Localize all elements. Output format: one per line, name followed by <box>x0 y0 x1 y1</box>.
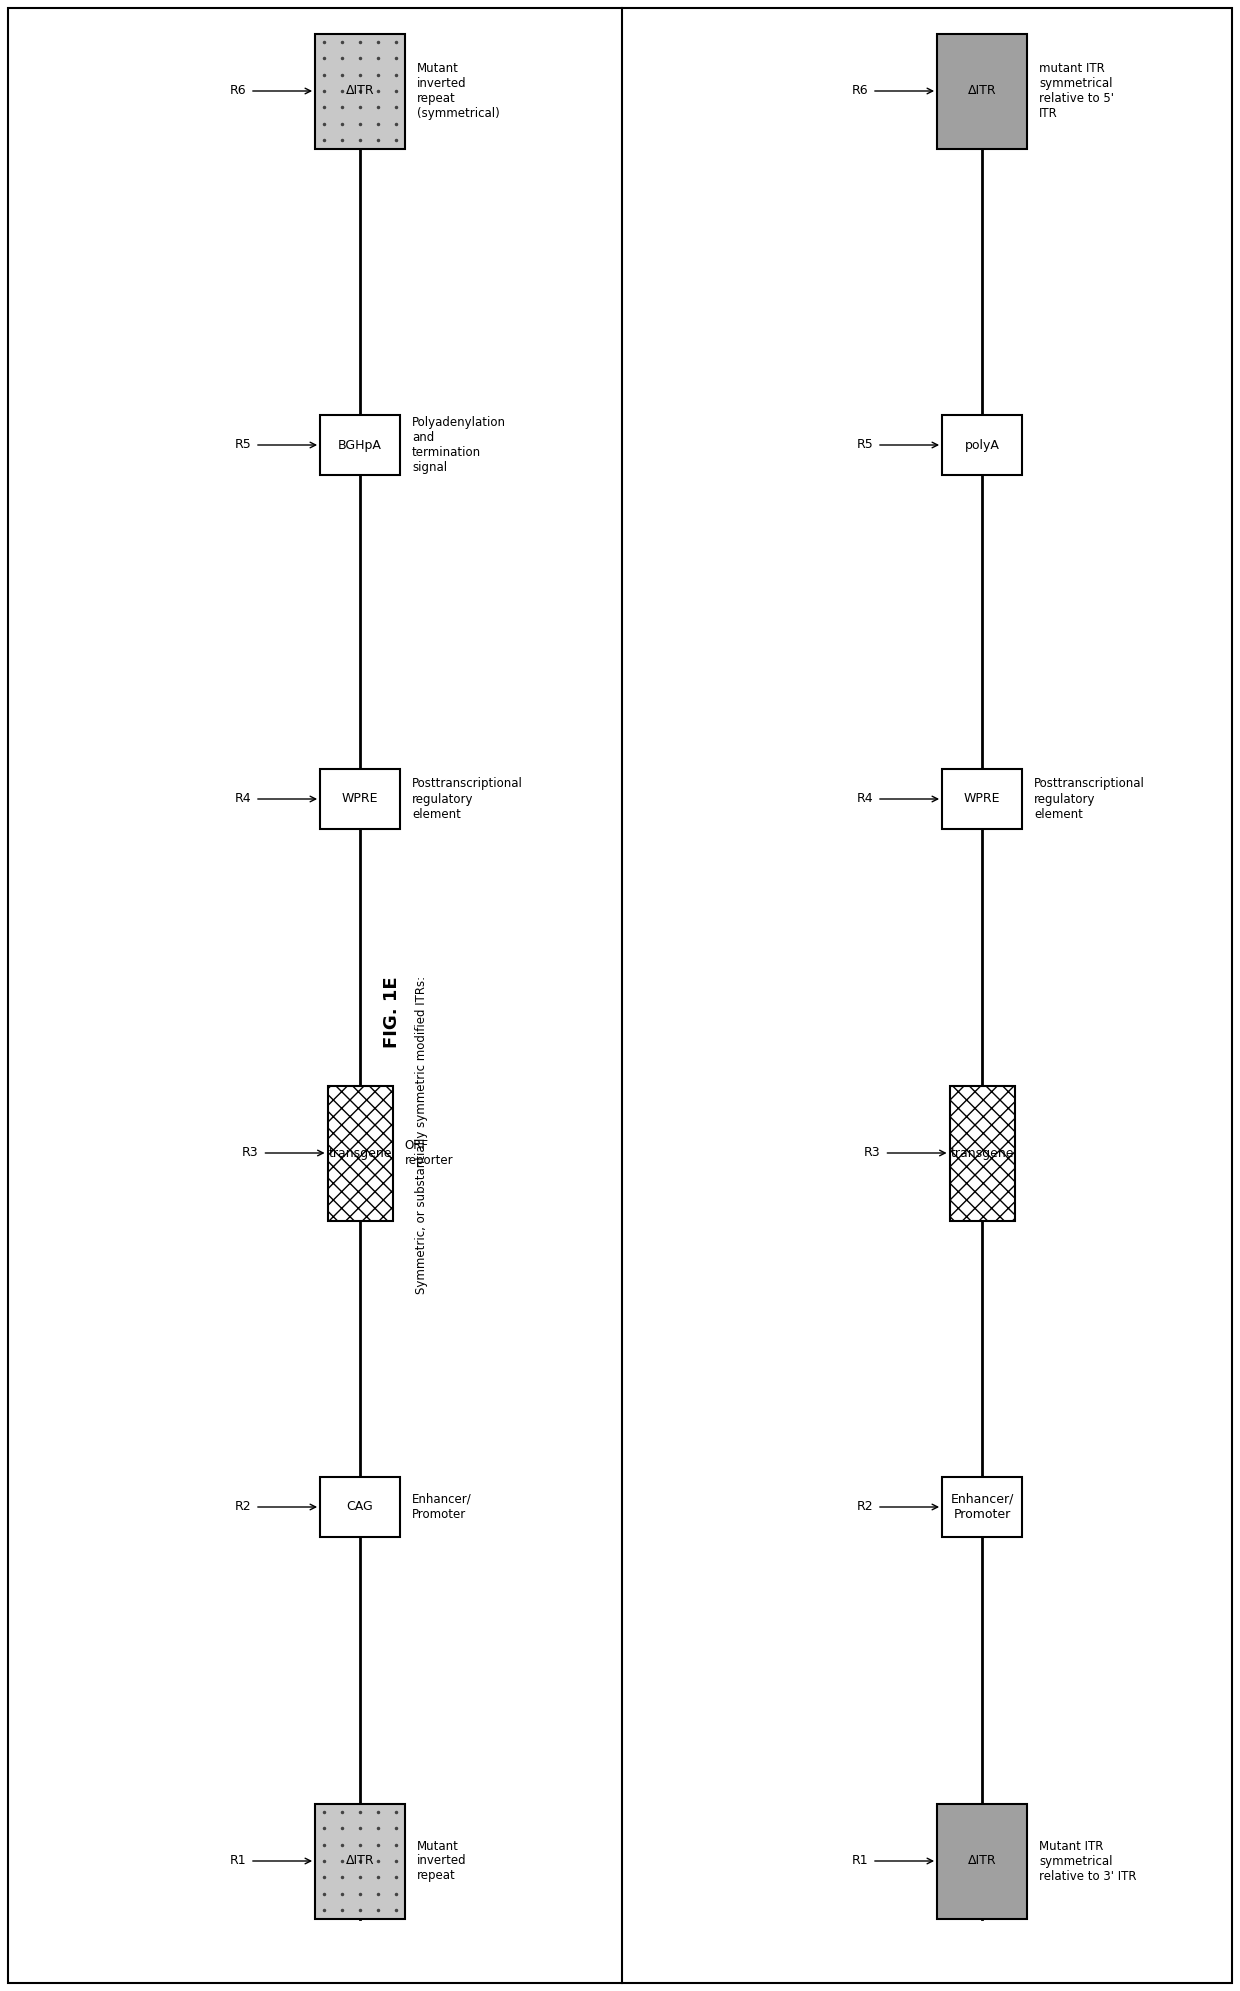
Text: Posttranscriptional
regulatory
element: Posttranscriptional regulatory element <box>412 778 523 820</box>
Text: R2: R2 <box>234 1501 250 1513</box>
Bar <box>942 414 1022 476</box>
Text: R4: R4 <box>234 792 250 806</box>
Text: Enhancer/
Promoter: Enhancer/ Promoter <box>412 1493 471 1521</box>
Bar <box>315 1804 405 1919</box>
Text: Mutant
inverted
repeat
(symmetrical): Mutant inverted repeat (symmetrical) <box>417 62 500 119</box>
Text: R6: R6 <box>229 84 246 98</box>
Text: WPRE: WPRE <box>342 792 378 806</box>
Bar <box>327 1085 393 1220</box>
Text: ΔITR: ΔITR <box>346 84 374 98</box>
Text: R5: R5 <box>857 438 873 452</box>
Bar <box>320 414 401 476</box>
Bar <box>937 34 1027 149</box>
Bar <box>320 1477 401 1537</box>
Text: R2: R2 <box>857 1501 873 1513</box>
Text: ΔITR: ΔITR <box>967 1854 996 1868</box>
Text: Enhancer/
Promoter: Enhancer/ Promoter <box>950 1493 1013 1521</box>
Text: polyA: polyA <box>965 438 999 452</box>
Text: WPRE: WPRE <box>963 792 1001 806</box>
Text: Posttranscriptional
regulatory
element: Posttranscriptional regulatory element <box>1034 778 1145 820</box>
Bar <box>937 1804 1027 1919</box>
Bar <box>320 769 401 828</box>
Text: R6: R6 <box>852 84 868 98</box>
Text: ΔITR: ΔITR <box>967 84 996 98</box>
Text: BGHpA: BGHpA <box>339 438 382 452</box>
Bar <box>942 1477 1022 1537</box>
Text: Mutant ITR
symmetrical
relative to 3' ITR: Mutant ITR symmetrical relative to 3' IT… <box>1039 1840 1137 1883</box>
Text: Symmetric, or substantially symmetric modified ITRs:: Symmetric, or substantially symmetric mo… <box>415 976 429 1294</box>
Text: R5: R5 <box>234 438 250 452</box>
Bar <box>950 1085 1014 1220</box>
Bar <box>942 769 1022 828</box>
Text: R1: R1 <box>229 1854 246 1868</box>
Text: R3: R3 <box>242 1147 258 1159</box>
Text: mutant ITR
symmetrical
relative to 5'
ITR: mutant ITR symmetrical relative to 5' IT… <box>1039 62 1114 119</box>
Text: transgene: transgene <box>950 1147 1014 1159</box>
Text: Polyadenylation
and
termination
signal: Polyadenylation and termination signal <box>412 416 506 474</box>
Text: transgene: transgene <box>329 1147 392 1159</box>
Bar <box>315 34 405 149</box>
Text: ORF
reporter: ORF reporter <box>404 1139 453 1167</box>
Text: CAG: CAG <box>347 1501 373 1513</box>
Text: R4: R4 <box>857 792 873 806</box>
Text: R3: R3 <box>864 1147 880 1159</box>
Text: FIG. 1E: FIG. 1E <box>383 976 401 1047</box>
Text: ΔITR: ΔITR <box>346 1854 374 1868</box>
Text: Mutant
inverted
repeat: Mutant inverted repeat <box>417 1840 466 1883</box>
Text: R1: R1 <box>852 1854 868 1868</box>
